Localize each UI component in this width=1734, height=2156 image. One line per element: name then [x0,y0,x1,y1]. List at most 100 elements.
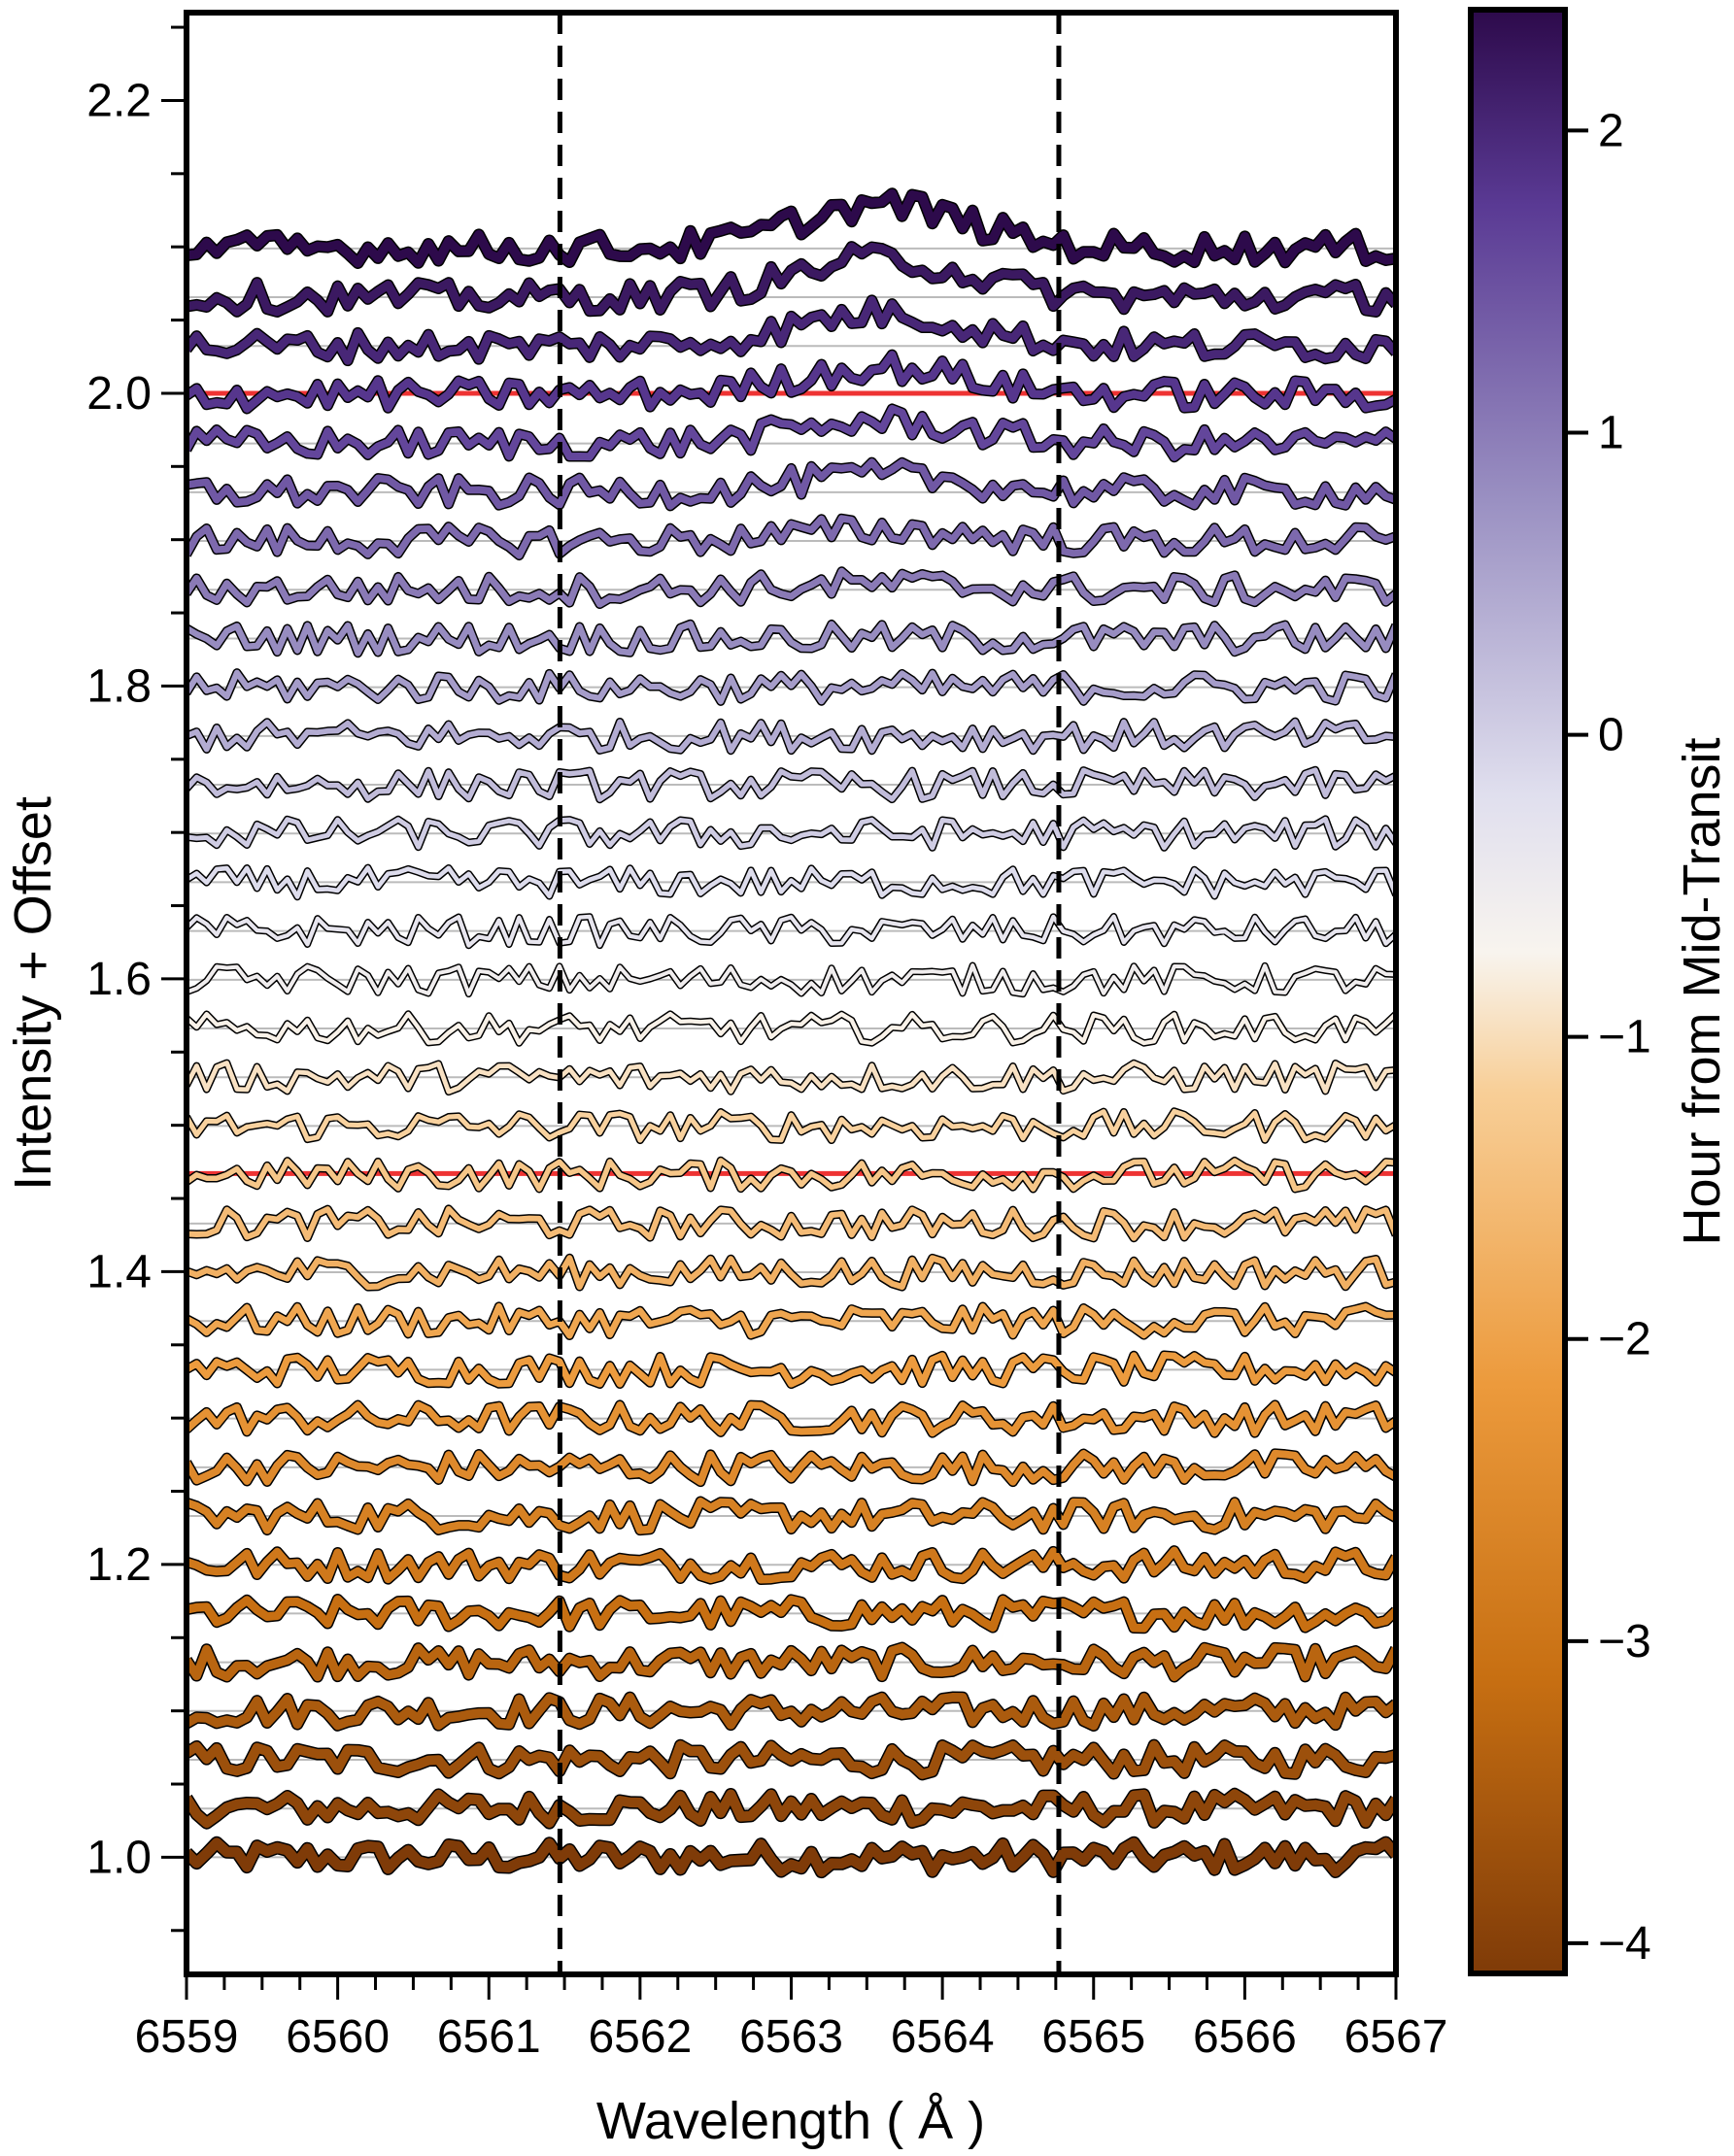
y-tick-label-1: 1.2 [86,1539,152,1591]
spectrum-line-32 [187,242,1396,317]
y-tick-label-3: 1.6 [86,954,152,1005]
colorbar-tick-label-5: −3 [1598,1616,1651,1668]
spectrum-13 [187,1204,1396,1243]
spectrum-line-10 [187,1352,1396,1388]
spectrum-line-23 [187,719,1396,754]
spectrum-1 [187,1787,1396,1830]
spectrum-16 [187,1059,1396,1096]
spectrum-line-21 [187,816,1396,851]
spectrum-10 [187,1350,1396,1390]
spectrum-line-8 [187,1449,1396,1486]
x-tick-label-0: 6559 [135,2011,239,2063]
spectrum-line-6 [187,1546,1396,1584]
colorbar-label: Hour from Mid-Transit [1673,737,1731,1245]
colorbar-tick-label-0: 2 [1598,105,1624,156]
spectra-series [187,187,1396,1879]
spectrum-line-3 [187,1693,1396,1731]
spectrum-14 [187,1156,1396,1194]
spectrum-line-1 [187,1789,1396,1829]
spectrum-line-14 [187,1158,1396,1193]
colorbar-tick-label-2: 0 [1598,710,1624,761]
y-axis-label: Intensity + Offset [4,796,62,1191]
spectrum-4 [187,1641,1396,1683]
spectrum-9 [187,1399,1396,1438]
spectrum-27 [187,513,1396,561]
spectrum-line-24 [187,669,1396,705]
x-tick-label-1: 6560 [286,2011,390,2063]
spectrum-18 [187,961,1396,998]
spectrum-line-28 [187,458,1396,510]
spectrum-line-27 [187,515,1396,559]
y-tick-label-0: 1.0 [86,1832,152,1883]
spectrum-23 [187,717,1396,756]
spectrum-31 [187,294,1396,367]
spectrum-28 [187,456,1396,512]
spectrum-3 [187,1691,1396,1732]
spectrum-line-4 [187,1643,1396,1682]
spectrum-line-13 [187,1205,1396,1241]
spectrum-21 [187,815,1396,852]
spectrum-line-17 [187,1011,1396,1046]
plot-frame [184,10,1399,1977]
x-tick-label-2: 6561 [437,2011,541,2063]
spectrum-line-33 [187,188,1396,268]
x-tick-label-8: 6567 [1344,2011,1448,2063]
spectrum-5 [187,1594,1396,1634]
spectrum-11 [187,1301,1396,1340]
spectrum-22 [187,765,1396,804]
spectrum-line-31 [187,295,1396,365]
spectrum-29 [187,403,1396,463]
spectrum-line-2 [187,1740,1396,1779]
y-tick-label-2: 1.4 [86,1246,152,1297]
x-tick-label-5: 6564 [891,2011,995,2063]
spectrum-26 [187,566,1396,610]
spectrum-line-15 [187,1108,1396,1143]
spectrum-0 [187,1836,1396,1879]
x-tick-label-3: 6562 [588,2011,692,2063]
spectrum-line-18 [187,963,1396,996]
spectrum-33 [187,187,1396,269]
dashed-vertical-lines [557,13,1062,1974]
x-tick-label-4: 6563 [739,2011,843,2063]
spectrum-line-22 [187,767,1396,802]
y-tick-label-4: 1.8 [86,660,152,712]
colorbar-tick-label-6: −4 [1598,1918,1651,1970]
spectrum-30 [187,349,1396,415]
spectrum-line-5 [187,1595,1396,1633]
spectrum-line-19 [187,914,1396,948]
spectrum-line-25 [187,621,1396,657]
spectrum-19 [187,913,1396,950]
spectrum-line-11 [187,1302,1396,1339]
y-axis-ticks: 1.0 1.2 1.4 1.6 1.8 2.0 2.2 [86,25,187,1933]
spectrum-line-9 [187,1400,1396,1437]
spectrum-6 [187,1545,1396,1586]
y-tick-label-6: 2.2 [86,75,152,126]
y-tick-label-5: 2.0 [86,368,152,420]
spectrum-20 [187,863,1396,901]
spectrum-line-0 [187,1837,1396,1877]
spectrum-12 [187,1253,1396,1292]
spectrum-32 [187,241,1396,318]
spectrum-line-7 [187,1498,1396,1534]
x-tick-label-6: 6565 [1041,2011,1145,2063]
spectrum-7 [187,1496,1396,1536]
colorbar-ticks: 2 1 0 −1 −2 −3 −4 [1565,105,1651,1970]
colorbar-tick-label-4: −2 [1598,1314,1651,1365]
spectrum-17 [187,1010,1396,1047]
x-axis-ticks: 6559 6560 6561 6562 6563 6564 6565 6566 6567 [135,1974,1448,2063]
spectrum-line-26 [187,567,1396,608]
colorbar-tick-label-3: −1 [1598,1012,1651,1063]
spectrum-15 [187,1107,1396,1145]
colorbar-tick-label-1: 1 [1598,408,1624,459]
spectrum-line-29 [187,404,1396,461]
x-tick-label-7: 6566 [1193,2011,1297,2063]
spectrum-8 [187,1448,1396,1488]
spectrum-24 [187,668,1396,706]
spectrum-2 [187,1738,1396,1781]
spectrum-line-30 [187,351,1396,413]
colorbar [1468,7,1568,1976]
x-axis-label: Wavelength ( Å ) [596,2092,985,2150]
spectrum-line-20 [187,865,1396,899]
spectrum-25 [187,619,1396,658]
